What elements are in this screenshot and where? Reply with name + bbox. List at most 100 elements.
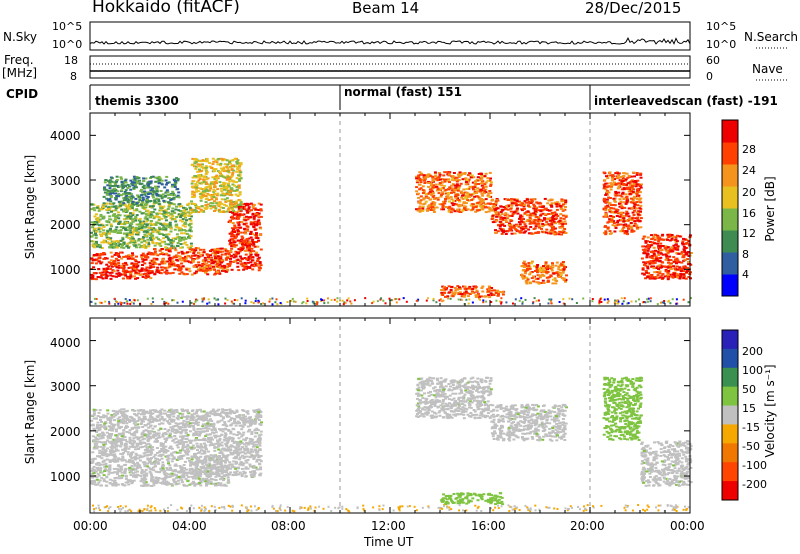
data-cell bbox=[442, 178, 446, 181]
data-cell bbox=[94, 236, 98, 239]
data-cell bbox=[110, 189, 114, 192]
data-cell bbox=[653, 259, 657, 262]
data-cell bbox=[659, 242, 663, 245]
data-cell bbox=[619, 200, 623, 203]
data-cell bbox=[493, 208, 497, 211]
data-cell bbox=[472, 188, 475, 191]
data-cell bbox=[560, 233, 563, 236]
data-cell bbox=[149, 189, 153, 192]
data-cell bbox=[534, 208, 538, 211]
data-cell bbox=[118, 220, 122, 223]
data-cell bbox=[220, 174, 224, 176]
data-cell bbox=[466, 208, 470, 211]
data-cell bbox=[609, 207, 613, 210]
data-cell bbox=[145, 241, 149, 244]
data-cell bbox=[532, 280, 536, 283]
data-cell bbox=[209, 182, 213, 185]
data-cell bbox=[142, 254, 146, 257]
data-cell bbox=[242, 213, 246, 216]
data-cell bbox=[228, 180, 232, 183]
data-cell bbox=[118, 201, 122, 204]
data-cell bbox=[247, 203, 251, 206]
data-cell bbox=[115, 195, 119, 197]
data-cell bbox=[209, 187, 213, 190]
data-cell bbox=[663, 301, 666, 304]
data-cell bbox=[222, 477, 226, 480]
data-cell bbox=[191, 157, 195, 160]
data-cell bbox=[194, 264, 198, 266]
data-cell bbox=[231, 183, 235, 186]
data-cell bbox=[644, 264, 648, 267]
data-cell bbox=[306, 300, 309, 302]
data-cell bbox=[634, 181, 638, 184]
data-cell bbox=[492, 289, 496, 292]
data-cell bbox=[141, 222, 145, 225]
data-cell bbox=[193, 272, 197, 275]
data-cell bbox=[225, 159, 229, 162]
data-cell bbox=[639, 210, 642, 213]
data-cell bbox=[336, 297, 339, 300]
data-cell bbox=[454, 195, 458, 198]
data-cell bbox=[95, 254, 99, 257]
data-cell bbox=[530, 260, 534, 263]
data-cell bbox=[243, 205, 247, 208]
power-ytick: 4000 bbox=[50, 129, 81, 143]
data-cell bbox=[246, 225, 250, 228]
data-cell bbox=[490, 287, 494, 289]
data-cell bbox=[110, 177, 114, 180]
data-cell bbox=[233, 302, 236, 305]
data-cell bbox=[185, 251, 189, 254]
data-cell bbox=[418, 183, 422, 186]
data-cell bbox=[138, 269, 142, 272]
data-cell bbox=[108, 182, 112, 185]
data-cell bbox=[630, 201, 634, 203]
data-cell bbox=[646, 267, 650, 270]
data-cell bbox=[254, 208, 258, 211]
data-cell bbox=[253, 245, 257, 248]
data-cell bbox=[165, 223, 169, 226]
data-cell bbox=[196, 181, 199, 184]
data-cell bbox=[429, 184, 433, 187]
data-cell bbox=[532, 207, 536, 210]
data-cell bbox=[126, 242, 130, 245]
data-cell bbox=[537, 282, 541, 285]
data-cell bbox=[113, 231, 117, 234]
data-cell bbox=[232, 209, 235, 212]
data-cell bbox=[626, 233, 629, 236]
data-cell bbox=[135, 176, 139, 178]
data-cell bbox=[219, 172, 222, 175]
data-cell bbox=[434, 172, 437, 175]
data-cell bbox=[450, 290, 454, 293]
data-cell bbox=[675, 260, 679, 263]
data-cell bbox=[217, 208, 221, 211]
data-cell bbox=[193, 254, 197, 257]
data-cell bbox=[461, 191, 465, 194]
data-cell bbox=[153, 228, 157, 231]
data-cell bbox=[253, 261, 257, 264]
data-cell bbox=[528, 267, 532, 270]
data-cell bbox=[560, 204, 564, 207]
data-cell bbox=[134, 203, 138, 206]
data-cell bbox=[246, 228, 250, 231]
data-cell bbox=[168, 223, 172, 226]
data-cell bbox=[161, 195, 165, 198]
data-cell bbox=[653, 242, 657, 245]
data-cell bbox=[564, 206, 567, 208]
data-cell bbox=[157, 238, 160, 241]
data-cell bbox=[431, 195, 435, 198]
data-cell bbox=[522, 260, 526, 263]
data-cell bbox=[137, 228, 141, 231]
data-cell bbox=[242, 223, 246, 226]
data-cell bbox=[103, 187, 106, 190]
data-cell bbox=[200, 181, 204, 184]
data-cell bbox=[155, 242, 159, 244]
data-cell bbox=[639, 226, 643, 229]
data-cell bbox=[637, 194, 641, 197]
data-cell bbox=[471, 290, 474, 293]
data-cell bbox=[643, 248, 647, 251]
data-cell bbox=[134, 260, 138, 263]
data-cell bbox=[236, 195, 240, 197]
data-cell bbox=[171, 190, 175, 193]
data-cell bbox=[451, 178, 455, 181]
data-cell bbox=[220, 261, 224, 264]
